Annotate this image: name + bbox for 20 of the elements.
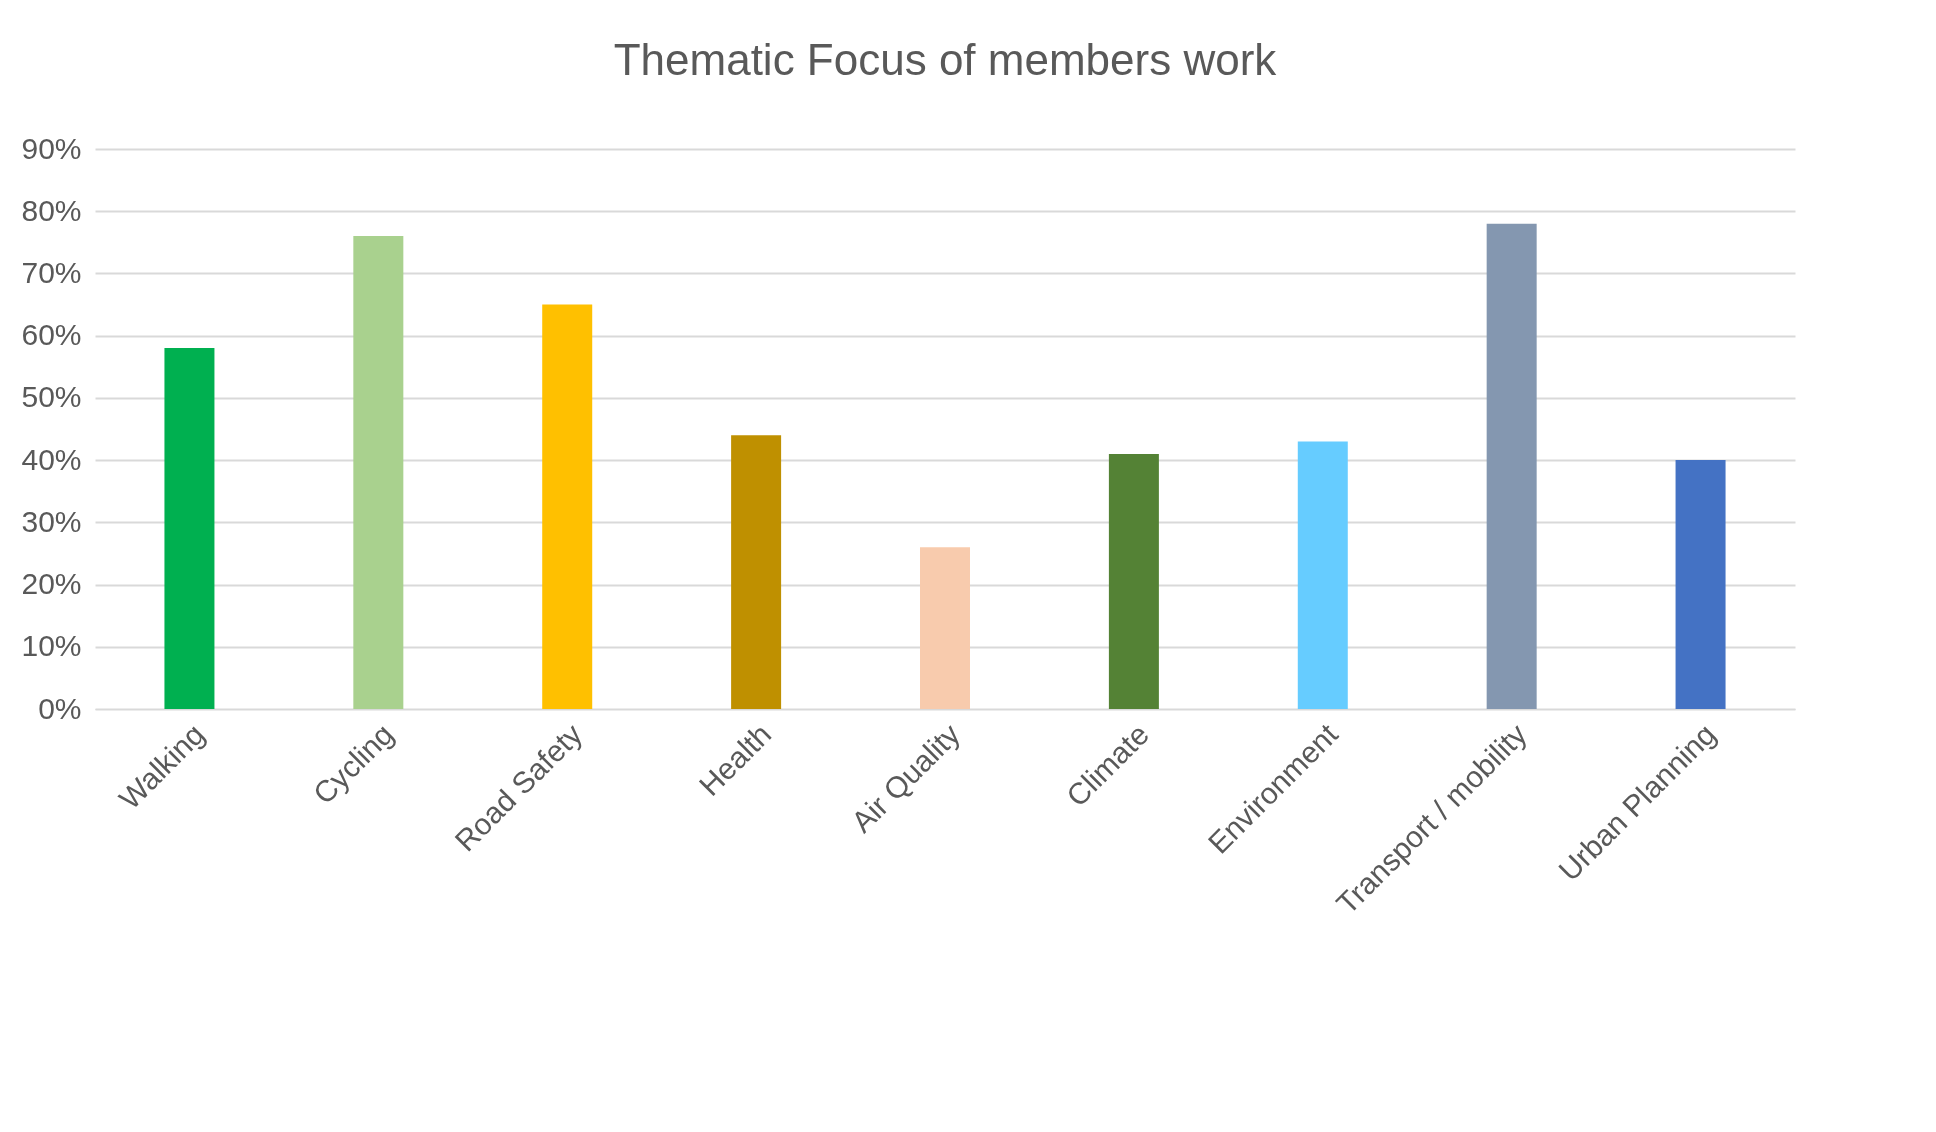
chart-title: Thematic Focus of members work [613,35,1278,84]
bar [920,547,970,709]
bar [731,435,782,709]
y-tick-label: 0% [38,691,82,725]
y-tick-label: 70% [21,255,82,289]
bar [353,236,404,709]
bar [1108,453,1159,709]
bar [542,304,593,709]
bar [1486,223,1537,709]
y-tick-label: 60% [21,318,82,352]
y-tick-label: 90% [21,131,82,165]
bar [1297,441,1348,709]
y-tick-label: 20% [21,567,82,601]
y-tick-label: 30% [21,504,82,538]
y-tick-label: 50% [21,380,82,414]
y-tick-label: 10% [21,629,82,663]
y-tick-label: 40% [21,442,82,476]
bar [164,348,215,709]
y-tick-label: 80% [21,193,82,227]
bar [1675,460,1726,709]
